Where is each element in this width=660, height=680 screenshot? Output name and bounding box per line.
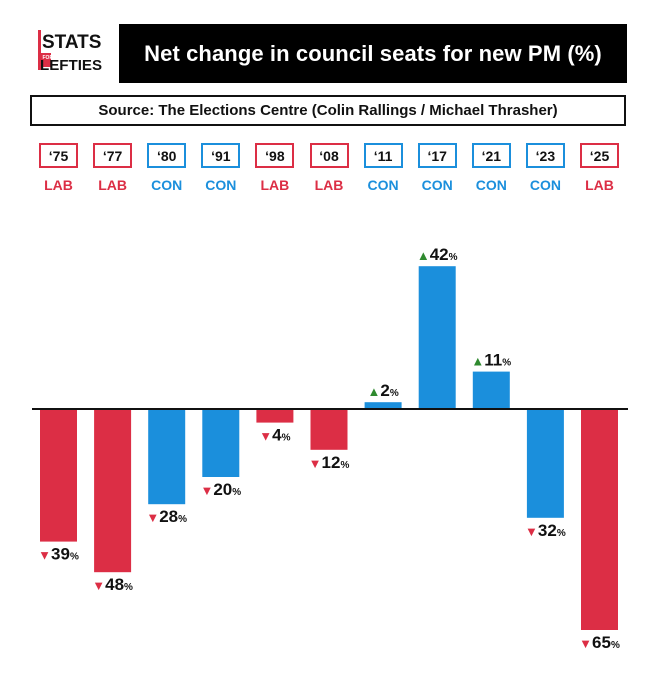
down-arrow-icon: ▼ xyxy=(309,456,322,471)
data-label: ▲42% xyxy=(417,245,458,264)
up-arrow-icon: ▲ xyxy=(417,248,430,263)
year-label: ‘91 xyxy=(201,143,241,168)
party-label: CON xyxy=(151,177,183,193)
data-label: ▼65% xyxy=(579,633,620,652)
bar xyxy=(40,409,77,542)
party-label: CON xyxy=(421,177,453,193)
party-label: LAB xyxy=(585,177,614,193)
down-arrow-icon: ▼ xyxy=(525,524,538,539)
bar xyxy=(418,266,456,409)
down-arrow-icon: ▼ xyxy=(146,510,159,525)
party-label: LAB xyxy=(260,177,290,193)
party-label: CON xyxy=(205,177,237,193)
bar xyxy=(94,409,132,573)
data-label: ▲11% xyxy=(471,351,511,370)
svg-text:FOR: FOR xyxy=(43,55,54,61)
svg-text:LEFTIES: LEFTIES xyxy=(40,57,102,74)
year-label: ‘98 xyxy=(255,143,295,168)
down-arrow-icon: ▼ xyxy=(259,429,272,444)
up-arrow-icon: ▲ xyxy=(471,354,484,369)
party-label: CON xyxy=(529,177,561,193)
year-label: ‘23 xyxy=(525,143,565,168)
party-label: LAB xyxy=(44,177,73,193)
data-label: ▼28% xyxy=(146,507,187,526)
year-label: ‘75 xyxy=(39,143,78,168)
party-label: CON xyxy=(367,177,399,193)
year-label: ‘11 xyxy=(363,143,403,168)
data-label: ▼4% xyxy=(259,426,290,445)
data-label: ▼48% xyxy=(92,575,133,594)
source-note: Source: The Elections Centre (Colin Rall… xyxy=(30,95,626,126)
data-label: ▼32% xyxy=(525,521,566,540)
bar xyxy=(364,402,402,409)
year-label: ‘80 xyxy=(147,143,187,168)
down-arrow-icon: ▼ xyxy=(38,548,51,563)
stats-for-lefties-logo: STATS FOR LEFTIES xyxy=(38,30,102,74)
bar xyxy=(472,371,510,409)
down-arrow-icon: ▼ xyxy=(200,483,213,498)
party-label: LAB xyxy=(314,177,344,193)
bar xyxy=(256,409,294,423)
year-label: ‘77 xyxy=(93,143,133,168)
data-label: ▼20% xyxy=(200,480,241,499)
svg-text:STATS: STATS xyxy=(42,32,101,53)
down-arrow-icon: ▼ xyxy=(92,578,105,593)
bar xyxy=(310,409,348,450)
bar xyxy=(526,409,564,518)
chart-title: Net change in council seats for new PM (… xyxy=(119,24,627,83)
bar xyxy=(202,409,240,477)
data-label: ▼12% xyxy=(309,453,350,472)
year-label: ‘25 xyxy=(580,143,619,168)
data-label: ▼39% xyxy=(38,545,79,564)
bar xyxy=(148,409,186,505)
year-label: ‘17 xyxy=(417,143,457,168)
bar xyxy=(581,409,618,630)
year-label: ‘21 xyxy=(471,143,511,168)
down-arrow-icon: ▼ xyxy=(579,636,592,651)
data-label: ▲2% xyxy=(367,381,398,400)
party-label: LAB xyxy=(98,177,127,193)
year-label: ‘08 xyxy=(309,143,349,168)
party-label: CON xyxy=(475,177,507,193)
up-arrow-icon: ▲ xyxy=(367,384,380,399)
